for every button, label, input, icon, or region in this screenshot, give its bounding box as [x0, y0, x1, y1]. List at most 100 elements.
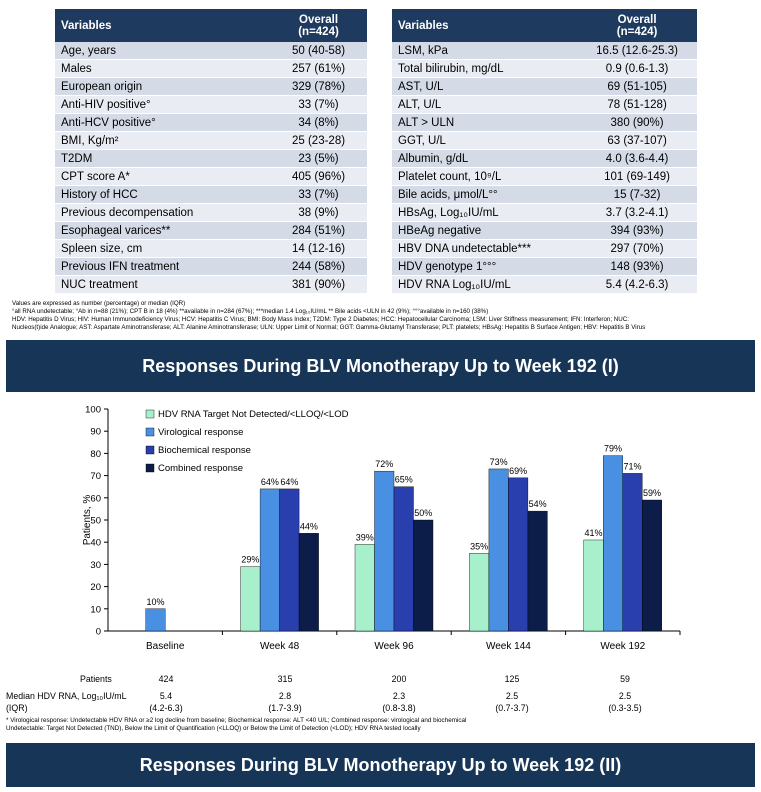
bar — [393, 486, 414, 632]
variable-cell: AST, U/L — [392, 77, 578, 96]
table-row: Males 257 (61%) — [55, 59, 367, 78]
value-cell: 148 (93%) — [577, 257, 697, 276]
data-label: 69% — [509, 466, 527, 476]
table-row: HDV genotype 1°°° 148 (93%) — [392, 257, 697, 276]
value-cell: 5.4 (4.2-6.3) — [577, 275, 697, 294]
variable-cell: HBV DNA undetectable*** — [392, 239, 578, 258]
bar — [413, 519, 434, 632]
y-tick-label: 70 — [90, 471, 101, 482]
y-tick-label: 40 — [90, 538, 101, 549]
legend-entry: Biochemical response — [158, 445, 251, 456]
bar — [622, 473, 643, 632]
y-tick-label: 100 — [85, 405, 101, 416]
table-row: HBeAg negative 394 (93%) — [392, 221, 697, 240]
x-tick-label: Baseline — [146, 641, 185, 652]
y-tick-label: 30 — [90, 560, 101, 571]
data-label: 44% — [300, 521, 318, 531]
x-tick-label: Week 192 — [600, 641, 645, 652]
header-overall: Overall (n=424) — [270, 9, 367, 42]
iqr-value: (0.8-3.8) — [382, 703, 416, 713]
variable-cell: Platelet count, 10⁹/L — [392, 167, 578, 186]
data-label: 29% — [241, 555, 259, 565]
value-cell: 394 (93%) — [577, 221, 697, 240]
y-axis-label: Patients, % — [82, 495, 93, 546]
data-label: 50% — [414, 508, 432, 518]
legend-swatch — [145, 445, 155, 455]
data-label: 64% — [280, 477, 298, 487]
value-cell: 50 (40-58) — [270, 42, 367, 60]
variable-cell: ALT, U/L — [392, 95, 578, 114]
table-row: Albumin, g/dL 4.0 (3.6-4.4) — [392, 149, 697, 168]
legend-entry: Combined response — [158, 463, 243, 474]
baseline-table-right: Variables Overall (n=424) LSM, kPa 16.5 (1… — [392, 9, 697, 294]
y-tick-label: 60 — [90, 493, 101, 504]
header-variables: Variables — [392, 9, 578, 42]
variable-cell: CPT score A* — [55, 167, 271, 186]
table-row: T2DM 23 (5%) — [55, 149, 367, 168]
data-label: 79% — [604, 444, 622, 454]
median-value: 2.8 — [278, 691, 292, 701]
variable-cell: Previous decompensation — [55, 203, 271, 222]
table-row: Previous IFN treatment 244 (58%) — [55, 257, 367, 276]
median-value: 2.5 — [505, 691, 519, 701]
variable-cell: NUC treatment — [55, 275, 271, 294]
legend-swatch — [145, 427, 155, 437]
y-tick-label: 0 — [96, 627, 101, 638]
value-cell: 34 (8%) — [270, 113, 367, 132]
value-cell: 0.9 (0.6-1.3) — [577, 59, 697, 78]
bar — [583, 539, 604, 632]
y-tick-label: 80 — [90, 449, 101, 460]
x-tick-label: Week 48 — [260, 641, 300, 652]
table-row: History of HCC 33 (7%) — [55, 185, 367, 204]
table-row: Total bilirubin, mg/dL 0.9 (0.6-1.3) — [392, 59, 697, 78]
bar — [488, 468, 509, 632]
value-cell: 101 (69-149) — [577, 167, 697, 186]
footnote-line: HDV: Hepatitis D Virus; HIV: Human Immun… — [12, 316, 629, 323]
patients-count: 424 — [158, 674, 174, 684]
footnote-bottom: * Virological response: Undetectable HDV… — [6, 717, 466, 733]
data-label: 39% — [356, 532, 374, 542]
patients-label: Patients — [80, 674, 112, 684]
data-label: 71% — [624, 461, 642, 471]
median-label: Median HDV RNA, Log₁₀IU/mL — [6, 691, 127, 701]
value-cell: 284 (51%) — [270, 221, 367, 240]
value-cell: 63 (37-107) — [577, 131, 697, 150]
footnote-line: Nucleos(t)ide Analogue; AST: Aspartate A… — [12, 324, 646, 331]
table-row: NUC treatment 381 (90%) — [55, 275, 367, 294]
x-tick-label: Week 96 — [374, 641, 414, 652]
median-label-iqr: (IQR) — [6, 703, 28, 713]
x-tick-label: Week 144 — [486, 641, 531, 652]
value-cell: 14 (12-16) — [270, 239, 367, 258]
median-value: 2.5 — [618, 691, 632, 701]
variable-cell: HBsAg, Log₁₀IU/mL — [392, 203, 578, 222]
table-row: AST, U/L 69 (51-105) — [392, 77, 697, 96]
bar — [298, 533, 319, 632]
patients-count: 200 — [391, 674, 407, 684]
table-row: Spleen size, cm 14 (12-16) — [55, 239, 367, 258]
table-row: GGT, U/L 63 (37-107) — [392, 131, 697, 150]
variable-cell: HDV RNA Log₁₀IU/mL — [392, 275, 578, 294]
variable-cell: Previous IFN treatment — [55, 257, 271, 276]
bar — [145, 608, 166, 632]
value-cell: 69 (51-105) — [577, 77, 697, 96]
variable-cell: Males — [55, 59, 271, 78]
value-cell: 380 (90%) — [577, 113, 697, 132]
bar — [469, 553, 490, 632]
iqr-value: (4.2-6.3) — [149, 703, 183, 713]
variable-cell: Esophageal varices** — [55, 221, 271, 240]
header-overall: Overall (n=424) — [577, 9, 697, 42]
patients-count: 125 — [504, 674, 520, 684]
table-row: HDV RNA Log₁₀IU/mL 5.4 (4.2-6.3) — [392, 275, 697, 294]
variable-cell: Age, years — [55, 42, 271, 60]
value-cell: 33 (7%) — [270, 95, 367, 114]
table-row: Anti-HIV positive° 33 (7%) — [55, 95, 367, 114]
table-row: Age, years 50 (40-58) — [55, 42, 367, 60]
header-variables: Variables — [55, 9, 271, 42]
table-row: LSM, kPa 16.5 (12.6-25.3) — [392, 42, 697, 60]
table-row: European origin 329 (78%) — [55, 77, 367, 96]
variable-cell: European origin — [55, 77, 271, 96]
iqr-value: (0.3-3.5) — [608, 703, 642, 713]
value-cell: 381 (90%) — [270, 275, 367, 294]
footnote-line: Values are expressed as number (percenta… — [12, 300, 186, 307]
table-row: Anti-HCV positive° 34 (8%) — [55, 113, 367, 132]
